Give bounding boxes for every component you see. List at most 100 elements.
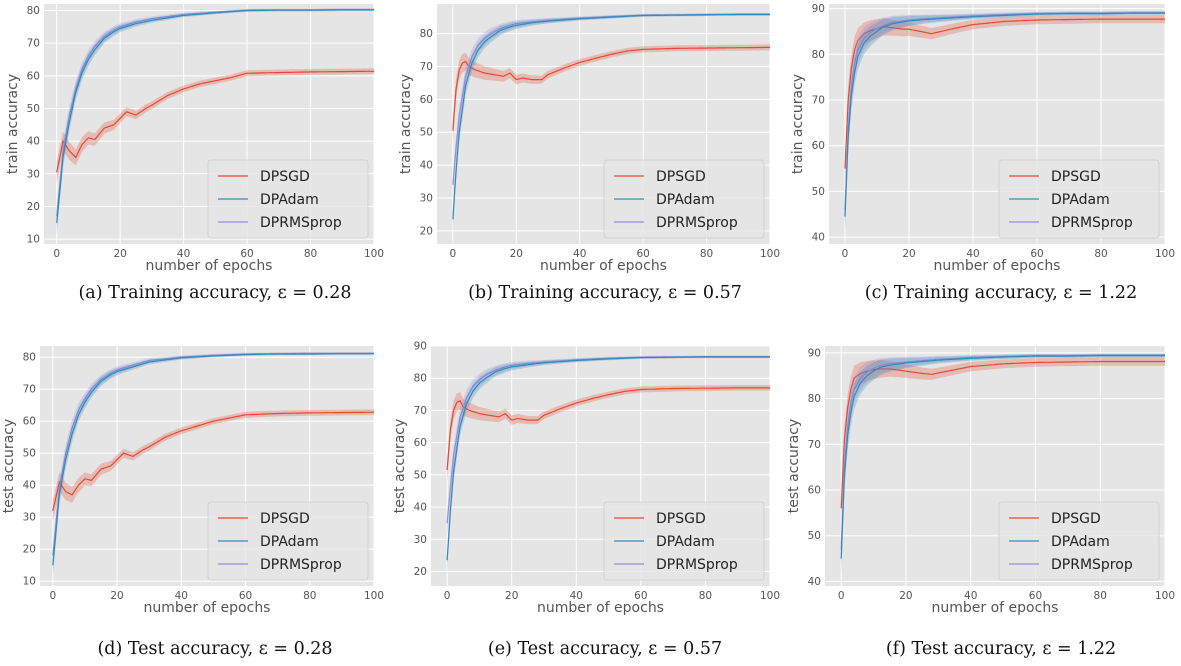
x-tick-label: 0 [53, 248, 60, 260]
y-tick-label: 50 [808, 530, 821, 542]
y-tick-label: 80 [420, 28, 433, 40]
legend-box [603, 159, 765, 239]
legend-label-dprmsprop: DPRMSprop [260, 557, 342, 573]
y-tick-label: 80 [23, 352, 36, 364]
y-tick-label: 50 [812, 186, 825, 198]
y-axis-label: test accuracy [786, 419, 802, 514]
y-axis-label: test accuracy [1, 419, 17, 514]
x-tick-label: 40 [175, 590, 188, 602]
y-tick-label: 70 [420, 61, 433, 73]
y-axis-label: train accuracy [790, 74, 806, 174]
legend: DPSGD DPAdam DPRMSprop [603, 501, 765, 581]
legend-label-dprmsprop: DPRMSprop [656, 557, 738, 573]
x-axis-label: number of epochs [540, 258, 667, 274]
y-axis-label: train accuracy [398, 74, 414, 174]
x-tick-label: 20 [899, 590, 912, 602]
legend-label-dprmsprop: DPRMSprop [1051, 215, 1133, 231]
y-tick-label: 80 [414, 373, 427, 385]
y-tick-label: 50 [23, 448, 36, 460]
y-tick-label: 30 [414, 534, 427, 546]
legend-label-dpadam: DPAdam [656, 534, 715, 550]
panel-caption: (b) Training accuracy, ε = 0.57 [468, 283, 742, 303]
x-tick-label: 80 [304, 248, 317, 260]
legend-label-dpadam: DPAdam [1051, 534, 1110, 550]
y-tick-label: 70 [414, 405, 427, 417]
dpsgd-series-line [844, 18, 1165, 169]
legend-box [603, 501, 765, 581]
dpadam-series-line [840, 355, 1165, 559]
x-tick-label: 80 [1094, 248, 1107, 260]
x-axis-label: number of epochs [537, 600, 664, 616]
chart-panel-2: 20 30 40 50 60 70 80 0 20 40 60 80 100 number of epoc… [398, 4, 780, 303]
y-tick-label: 70 [23, 384, 36, 396]
dpsgd-series-line [446, 387, 770, 471]
legend-label-dpsgd: DPSGD [656, 511, 706, 527]
y-tick-label: 70 [812, 95, 825, 107]
legend: DPSGD DPAdam DPRMSprop [207, 159, 369, 239]
panel-caption: (a) Training accuracy, ε = 0.28 [78, 283, 351, 303]
y-tick-label: 10 [27, 234, 40, 246]
y-tick-label: 50 [420, 127, 433, 139]
y-tick-label: 40 [808, 576, 821, 588]
legend-label-dpsgd: DPSGD [656, 169, 706, 185]
panel-caption: (f) Test accuracy, ε = 1.22 [886, 639, 1116, 659]
chart-panel-3: 40 50 60 70 80 90 0 20 40 60 80 100 number of epochs… [790, 3, 1175, 303]
dpsgd-series-line [452, 46, 770, 131]
x-tick-label: 60 [1029, 590, 1042, 602]
dprmsprop-confidence-band [841, 353, 1165, 566]
x-tick-label: 20 [505, 590, 518, 602]
dpadam-series-line [446, 356, 770, 561]
dpadam-series-line [844, 12, 1165, 217]
x-tick-label: 0 [450, 248, 457, 260]
legend-label-dprmsprop: DPRMSprop [260, 215, 342, 231]
x-tick-label: 100 [760, 590, 780, 602]
x-tick-label: 40 [573, 248, 586, 260]
dpadam-confidence-band [447, 355, 770, 572]
y-tick-label: 30 [27, 168, 40, 180]
y-tick-label: 40 [27, 136, 40, 148]
chart-panel-5: 20 30 40 50 60 70 80 90 0 20 40 60 80 100 number of ep… [392, 341, 780, 660]
x-tick-label: 100 [1155, 590, 1175, 602]
legend-label-dpsgd: DPSGD [1051, 169, 1101, 185]
x-tick-label: 40 [964, 590, 977, 602]
x-tick-label: 40 [177, 248, 190, 260]
x-tick-label: 20 [113, 248, 126, 260]
y-tick-label: 60 [812, 140, 825, 152]
legend-label-dpadam: DPAdam [656, 192, 715, 208]
y-tick-label: 70 [27, 38, 40, 50]
x-tick-label: 20 [902, 248, 915, 260]
y-tick-label: 40 [420, 160, 433, 172]
panel-caption: (e) Test accuracy, ε = 0.57 [488, 639, 722, 659]
legend: DPSGD DPAdam DPRMSprop [207, 501, 369, 581]
legend-box [207, 159, 369, 239]
x-tick-label: 0 [842, 248, 849, 260]
x-tick-label: 100 [364, 590, 384, 602]
legend-label-dpadam: DPAdam [260, 192, 319, 208]
x-tick-label: 20 [110, 590, 123, 602]
x-tick-label: 100 [1155, 248, 1175, 260]
x-tick-label: 60 [240, 248, 253, 260]
y-tick-label: 80 [27, 5, 40, 17]
y-tick-label: 20 [27, 201, 40, 213]
x-tick-label: 100 [760, 248, 780, 260]
x-axis-label: number of epochs [932, 600, 1059, 616]
dpadam-series-line [52, 353, 374, 566]
y-tick-label: 80 [808, 393, 821, 405]
y-axis-label: test accuracy [392, 419, 408, 514]
legend-label-dpadam: DPAdam [1051, 192, 1110, 208]
panel-caption: (d) Test accuracy, ε = 0.28 [97, 639, 332, 659]
x-tick-label: 80 [1094, 590, 1107, 602]
x-tick-label: 0 [444, 590, 451, 602]
legend-label-dpadam: DPAdam [260, 534, 319, 550]
legend-label-dprmsprop: DPRMSprop [1051, 557, 1133, 573]
chart-panel-6: 40 50 60 70 80 90 0 20 40 60 80 100 number of epochs… [786, 346, 1175, 659]
y-tick-label: 20 [420, 225, 433, 237]
y-tick-label: 60 [808, 485, 821, 497]
x-axis-label: number of epochs [934, 258, 1061, 274]
y-tick-label: 90 [414, 341, 427, 353]
y-tick-label: 60 [414, 437, 427, 449]
x-tick-label: 100 [364, 248, 384, 260]
legend-box [998, 501, 1160, 581]
dpadam-series-line [452, 13, 770, 220]
y-tick-label: 30 [420, 192, 433, 204]
